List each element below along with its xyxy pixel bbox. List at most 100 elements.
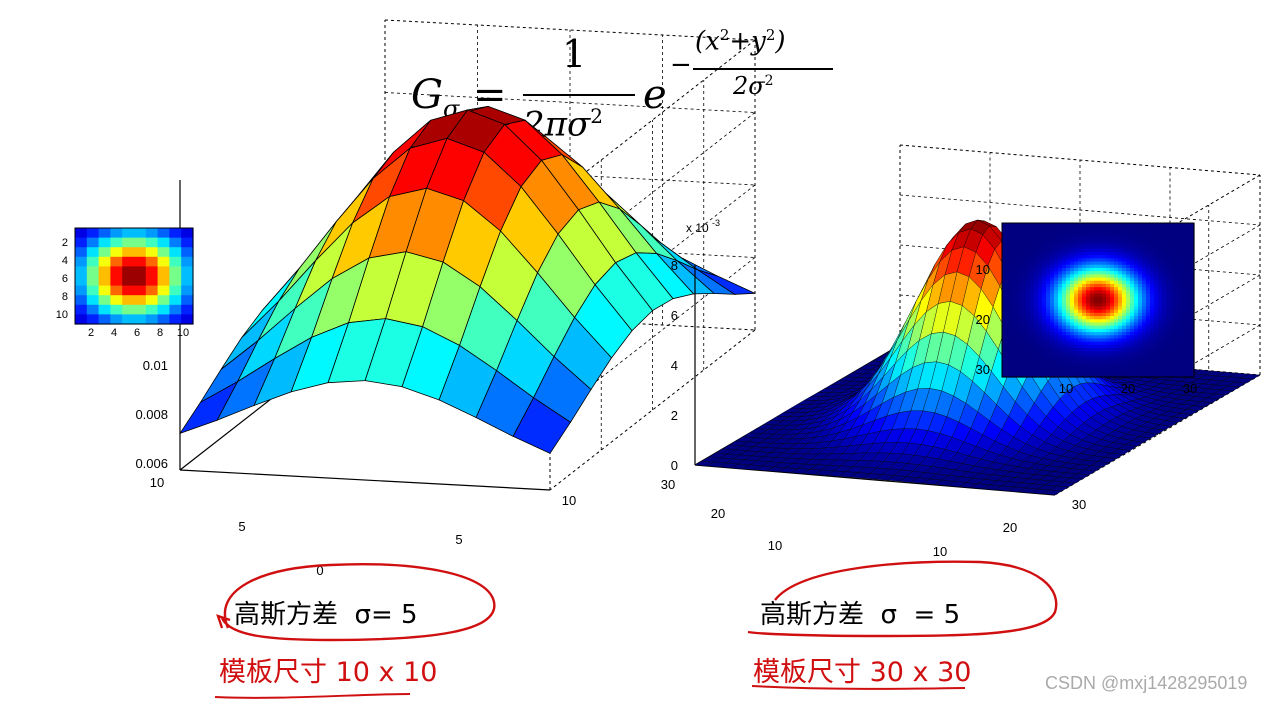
right-inset-heatmap-cell [1186, 367, 1191, 372]
right-inset-heatmap-cell [1170, 306, 1175, 311]
right-inset-heatmap-cell [1034, 335, 1039, 340]
right-inset-heatmap-cell [1154, 235, 1159, 240]
right-inset-heatmap-cell [1034, 319, 1039, 324]
right-inset-heatmap-cell [1110, 325, 1115, 330]
right-inset-heatmap-cell [1110, 328, 1115, 333]
right-inset-heatmap-cell [1114, 271, 1119, 275]
right-inset-heatmap-cell [1110, 370, 1115, 375]
right-inset-heatmap-cell [1070, 264, 1075, 269]
right-inset-heatmap-cell [1070, 271, 1075, 275]
right-inset-heatmap-cell [1098, 319, 1103, 324]
right-inset-heatmap-cell [1034, 357, 1039, 362]
right-inset-heatmap-cell [1074, 332, 1079, 336]
left-inset-heatmap-cell [157, 256, 170, 267]
right-inset-heatmap-cell [1014, 332, 1019, 336]
right-inset-heatmap-cell [1062, 258, 1067, 263]
left-z-tick: 0.006 [135, 456, 168, 471]
right-inset-heatmap-cell [1074, 341, 1079, 346]
right-inset-heatmap-cell [1046, 280, 1051, 285]
right-inset-heatmap-cell [1154, 319, 1159, 324]
right-y-tick: 10 [933, 544, 947, 559]
left-y-tick: 10 [562, 493, 576, 508]
right-inset-heatmap-cell [1154, 242, 1159, 247]
right-inset-heatmap-cell [1142, 312, 1147, 317]
right-inset-heatmap-cell [1006, 290, 1011, 295]
left-inset-heatmap-cell [110, 247, 123, 258]
right-inset-heatmap-cell [1018, 312, 1023, 317]
right-inset-heatmap-cell [1170, 258, 1175, 263]
right-inset-heatmap-cell [1106, 354, 1111, 359]
right-inset-heatmap-cell [1006, 235, 1011, 240]
right-inset-heatmap-cell [1182, 235, 1187, 240]
right-inset-heatmap-cell [1058, 267, 1063, 272]
right-inset-heatmap-cell [1134, 367, 1139, 372]
right-inset-heatmap-cell [1170, 226, 1175, 231]
right-inset-heatmap-cell [1118, 328, 1123, 333]
right-inset-heatmap-cell [1002, 341, 1007, 346]
right-inset-heatmap-cell [1190, 261, 1195, 266]
right-inset-heatmap-cell [1082, 271, 1087, 275]
right-inset-heatmap-cell [1182, 360, 1187, 365]
right-inset-heatmap-cell [1026, 235, 1031, 240]
right-inset-heatmap-cell [1094, 293, 1099, 298]
right-inset-heatmap-cell [1190, 229, 1195, 234]
right-inset-heatmap-cell [1142, 316, 1147, 320]
right-inset-heatmap-cell [1086, 245, 1091, 250]
right-inset-heatmap-cell [1122, 287, 1127, 291]
right-inset-heatmap-cell [1058, 229, 1063, 234]
right-inset-heatmap-cell [1014, 223, 1019, 227]
right-inset-heatmap-cell [1106, 325, 1111, 330]
right-inset-heatmap-cell [1146, 248, 1151, 253]
right-inset-heatmap-cell [1090, 271, 1095, 275]
right-inset-heatmap-cell [1026, 332, 1031, 336]
right-inset-heatmap-cell [1018, 251, 1023, 256]
right-inset-heatmap-cell [1062, 357, 1067, 362]
right-inset-heatmap-cell [1098, 348, 1103, 352]
right-inset-heatmap-cell [1046, 354, 1051, 359]
right-inset-heatmap-cell [1082, 341, 1087, 346]
right-inset-heatmap-cell [1090, 322, 1095, 327]
right-inset-heatmap-cell [1098, 303, 1103, 308]
right-inset-heatmap-cell [1174, 280, 1179, 285]
right-inset-heatmap-cell [1006, 248, 1011, 253]
right-inset-heatmap-cell [1110, 296, 1115, 301]
right-inset-heatmap-cell [1034, 239, 1039, 243]
right-inset-heatmap-cell [1074, 255, 1079, 259]
right-inset-heatmap-cell [1062, 341, 1067, 346]
right-inset-heatmap-cell [1070, 357, 1075, 362]
right-inset-heatmap-cell [1122, 370, 1127, 375]
right-inset-heatmap-cell [1022, 251, 1027, 256]
right-inset-heatmap-cell [1030, 264, 1035, 269]
right-inset-heatmap-cell [1114, 348, 1119, 352]
right-inset-heatmap-cell [1030, 335, 1035, 340]
right-inset-heatmap-cell [1086, 258, 1091, 263]
right-inset-heatmap-cell [1138, 248, 1143, 253]
right-inset-heatmap-cell [1122, 223, 1127, 227]
right-inset-heatmap-cell [1190, 325, 1195, 330]
right-inset-heatmap-cell [1062, 223, 1067, 227]
right-inset-heatmap-cell [1126, 357, 1131, 362]
right-inset-heatmap-cell [1094, 232, 1099, 237]
right-inset-heatmap-cell [1090, 245, 1095, 250]
right-inset-heatmap-cell [1058, 344, 1063, 349]
right-inset-heatmap-cell [1150, 309, 1155, 314]
right-inset-heatmap-cell [1126, 239, 1131, 243]
right-inset-heatmap-cell [1014, 322, 1019, 327]
right-inset-heatmap-cell [1046, 344, 1051, 349]
right-inset-heatmap-cell [1146, 300, 1151, 304]
right-inset-heatmap-cell [1010, 325, 1015, 330]
right-inset-heatmap-cell [1118, 293, 1123, 298]
right-inset-heatmap-cell [1158, 322, 1163, 327]
right-inset-heatmap-cell [1070, 335, 1075, 340]
right-inset-heatmap-cell [1034, 280, 1039, 285]
right-inset-heatmap-cell [1178, 267, 1183, 272]
right-inset-heatmap-cell [1026, 296, 1031, 301]
right-inset-heatmap-cell [1142, 277, 1147, 282]
right-inset-heatmap-cell [1190, 235, 1195, 240]
right-inset-heatmap-cell [1022, 332, 1027, 336]
right-y-tick: 30 [1072, 497, 1086, 512]
right-inset-heatmap-cell [1134, 248, 1139, 253]
right-inset-heatmap-cell [1046, 351, 1051, 356]
right-inset-heatmap-cell [1010, 312, 1015, 317]
left-inset-heatmap-cell [75, 247, 88, 258]
